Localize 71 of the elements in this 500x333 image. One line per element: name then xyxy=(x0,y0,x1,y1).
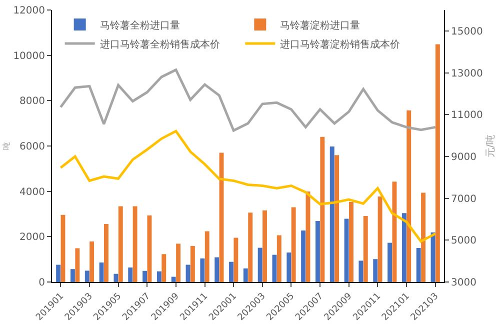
bar xyxy=(330,146,334,282)
bar xyxy=(358,260,364,282)
y2-tick-label: 13000 xyxy=(451,68,483,80)
bar xyxy=(171,276,176,282)
bar xyxy=(373,259,378,282)
bar xyxy=(147,215,152,282)
y-tick-label: 4000 xyxy=(20,186,45,198)
bar xyxy=(84,270,90,282)
bar xyxy=(286,252,292,282)
bar xyxy=(363,216,368,282)
bar xyxy=(378,196,382,282)
legend-label: 进口马铃薯淀粉销售成本价 xyxy=(280,38,400,50)
legend-label: 马铃薯全粉进口量 xyxy=(100,19,180,32)
bar xyxy=(90,241,94,282)
bar xyxy=(248,212,253,282)
y-tick-label: 10000 xyxy=(13,50,45,62)
bar xyxy=(234,238,238,282)
y2-tick-label: 7000 xyxy=(451,194,476,205)
legend-label: 马铃薯淀粉进口量 xyxy=(280,19,360,32)
bar xyxy=(258,248,262,282)
legend-label: 进口马铃薯全粉销售成本价 xyxy=(100,38,220,50)
y-tick-label: 12000 xyxy=(13,6,45,16)
bar xyxy=(104,224,108,282)
bar xyxy=(162,254,166,282)
bar xyxy=(349,202,354,282)
bar xyxy=(118,206,123,282)
y-tick-label: 6000 xyxy=(20,142,45,152)
bar xyxy=(99,262,104,282)
y-tick-label: 0 xyxy=(38,278,45,288)
bar xyxy=(262,210,267,282)
bar xyxy=(315,221,320,282)
bar xyxy=(416,248,421,282)
line-series xyxy=(59,68,437,132)
y2-tick-label: 5000 xyxy=(451,236,476,247)
bar xyxy=(229,262,234,282)
bar xyxy=(114,274,118,282)
bar xyxy=(70,269,75,282)
bar xyxy=(276,235,282,282)
bar xyxy=(190,246,195,282)
y-tick-label: 8000 xyxy=(20,96,45,108)
bar xyxy=(320,136,325,282)
bar xyxy=(132,206,138,282)
bar xyxy=(204,231,210,282)
bar xyxy=(421,192,426,282)
bar xyxy=(301,230,306,282)
y2-axis-title: 元/吨 xyxy=(484,134,496,158)
bar xyxy=(344,218,349,282)
y2-tick-label: 3000 xyxy=(451,278,476,288)
bar xyxy=(214,257,220,282)
y-tick-label: 2000 xyxy=(20,232,45,244)
bar xyxy=(56,264,61,282)
y-axis-title: 吨 xyxy=(2,142,11,150)
bar xyxy=(176,244,181,282)
bar xyxy=(388,242,392,282)
y2-tick-label: 15000 xyxy=(451,26,483,38)
bar xyxy=(392,182,397,282)
bar xyxy=(142,270,147,282)
y2-tick-label: 11000 xyxy=(451,110,483,122)
bar xyxy=(435,44,440,282)
bar xyxy=(243,268,248,282)
bar xyxy=(402,213,406,282)
bar xyxy=(291,207,296,282)
bar xyxy=(156,271,162,282)
bar xyxy=(200,258,205,282)
bar xyxy=(75,248,80,282)
line-series xyxy=(59,130,437,243)
y2-tick-label: 9000 xyxy=(451,152,476,163)
bar xyxy=(60,214,66,282)
bar xyxy=(334,155,340,282)
bar xyxy=(128,267,133,282)
bar xyxy=(406,110,412,282)
